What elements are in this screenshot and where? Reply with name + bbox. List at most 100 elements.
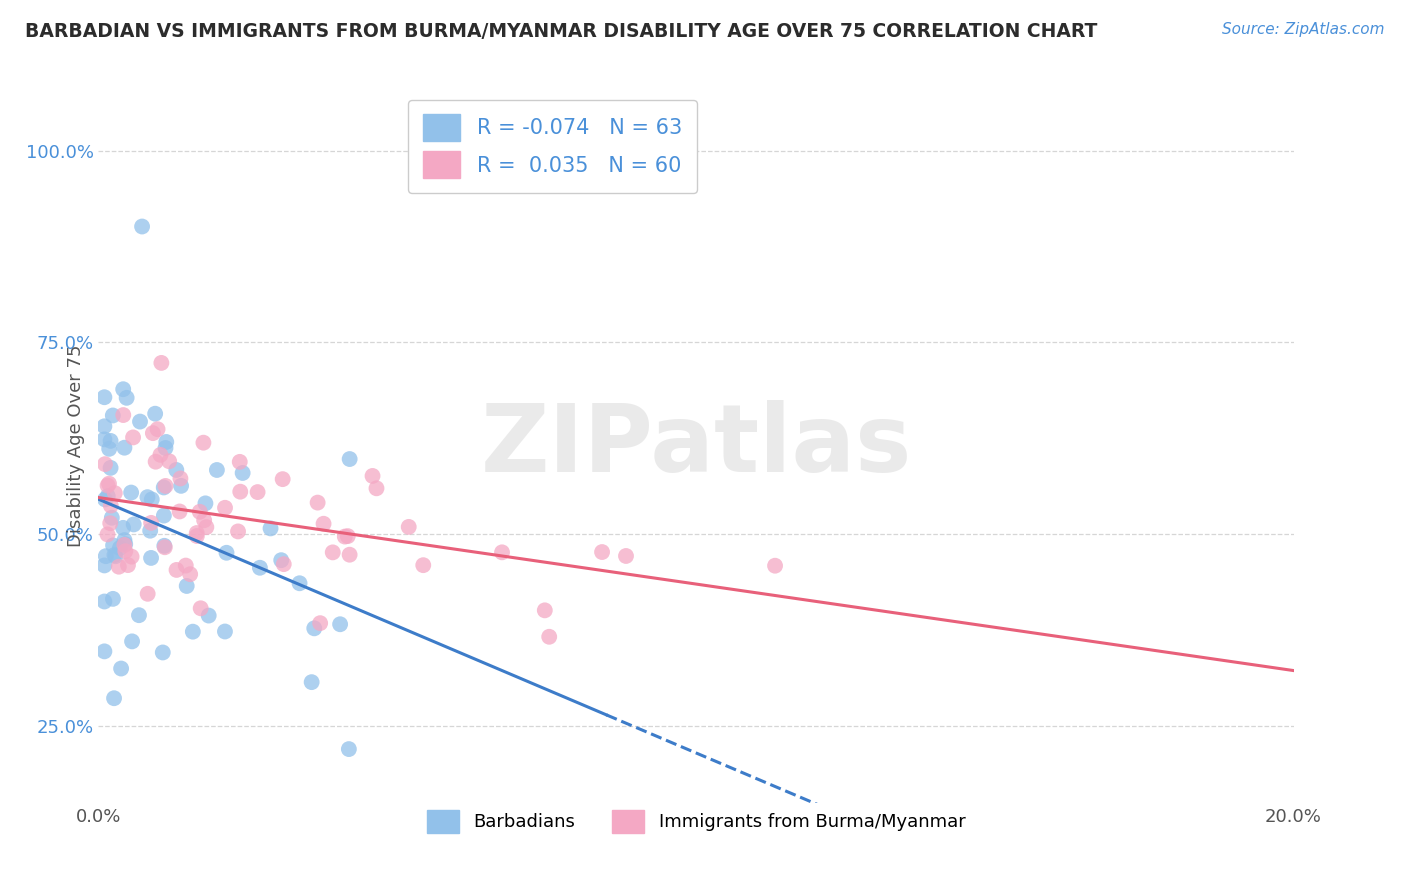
Point [186, 526, 208, 541]
Point [155, 434, 177, 449]
Point [229, 484, 252, 499]
Point [145, 455, 167, 469]
Point [120, 485, 142, 500]
Point [115, 391, 138, 405]
Point [538, 630, 561, 644]
Point [166, 563, 188, 577]
Point [214, 500, 236, 515]
Point [112, 382, 135, 396]
Point [114, 544, 136, 558]
Point [112, 538, 135, 552]
Point [333, 530, 356, 544]
Point [259, 521, 281, 535]
Point [336, 529, 359, 543]
Point [93, 390, 115, 404]
Point [215, 546, 238, 560]
Point [143, 407, 166, 421]
Point [139, 524, 162, 538]
Point [139, 516, 162, 530]
Point [93, 594, 115, 608]
Point [121, 634, 143, 648]
Point [93, 558, 115, 573]
Point [491, 545, 513, 559]
Point [271, 472, 294, 486]
Point [273, 557, 295, 571]
Point [309, 616, 332, 631]
Point [366, 481, 388, 495]
Point [152, 645, 174, 659]
Point [165, 463, 187, 477]
Point [763, 558, 786, 573]
Point [176, 579, 198, 593]
Point [155, 479, 177, 493]
Point [114, 441, 136, 455]
Point [288, 576, 311, 591]
Point [139, 550, 162, 565]
Point [93, 419, 115, 434]
Point [246, 485, 269, 500]
Point [101, 510, 124, 524]
Point [97, 478, 120, 492]
Legend: Barbadians, Immigrants from Burma/Myanmar: Barbadians, Immigrants from Burma/Myanma… [416, 799, 976, 844]
Point [128, 608, 150, 623]
Text: BARBADIAN VS IMMIGRANTS FROM BURMA/MYANMAR DISABILITY AGE OVER 75 CORRELATION CH: BARBADIAN VS IMMIGRANTS FROM BURMA/MYANM… [25, 22, 1098, 41]
Point [101, 538, 124, 552]
Point [97, 489, 120, 503]
Point [194, 496, 217, 510]
Point [169, 504, 191, 518]
Point [146, 422, 169, 436]
Point [152, 480, 174, 494]
Point [339, 548, 361, 562]
Point [533, 603, 555, 617]
Point [101, 409, 124, 423]
Point [214, 624, 236, 639]
Point [307, 495, 329, 509]
Point [129, 415, 152, 429]
Point [157, 454, 180, 468]
Point [337, 742, 360, 756]
Point [186, 529, 208, 543]
Y-axis label: Disability Age Over 75: Disability Age Over 75 [66, 344, 84, 548]
Point [94, 457, 117, 471]
Point [361, 469, 384, 483]
Point [136, 587, 159, 601]
Point [100, 434, 122, 448]
Point [197, 608, 219, 623]
Point [150, 356, 173, 370]
Point [226, 524, 249, 539]
Point [174, 558, 197, 573]
Text: Source: ZipAtlas.com: Source: ZipAtlas.com [1222, 22, 1385, 37]
Point [614, 549, 637, 563]
Point [181, 624, 204, 639]
Point [179, 567, 201, 582]
Point [322, 545, 344, 559]
Point [412, 558, 434, 573]
Point [93, 644, 115, 658]
Point [112, 521, 135, 535]
Point [249, 561, 271, 575]
Point [100, 461, 122, 475]
Point [329, 617, 352, 632]
Point [122, 517, 145, 532]
Point [98, 516, 121, 531]
Point [96, 527, 118, 541]
Point [112, 408, 135, 422]
Point [117, 558, 139, 573]
Point [232, 466, 254, 480]
Point [193, 513, 215, 527]
Point [339, 452, 361, 467]
Point [153, 541, 176, 555]
Point [169, 471, 191, 485]
Point [188, 505, 211, 519]
Point [193, 435, 215, 450]
Point [153, 508, 176, 523]
Point [110, 661, 132, 675]
Point [149, 448, 172, 462]
Point [136, 490, 159, 504]
Point [98, 442, 121, 456]
Point [153, 539, 176, 553]
Text: ZIPatlas: ZIPatlas [481, 400, 911, 492]
Point [190, 601, 212, 615]
Point [93, 433, 115, 447]
Point [108, 559, 131, 574]
